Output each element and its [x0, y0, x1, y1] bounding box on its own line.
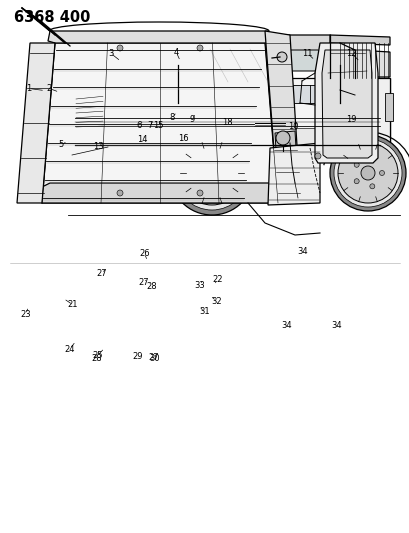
Polygon shape	[354, 78, 389, 145]
Text: 15: 15	[152, 122, 163, 130]
Circle shape	[204, 165, 220, 181]
Text: 34: 34	[330, 321, 341, 329]
Polygon shape	[75, 78, 105, 163]
Bar	[88, 156, 110, 166]
Circle shape	[170, 131, 254, 215]
Text: 14: 14	[137, 135, 148, 144]
Circle shape	[353, 179, 358, 184]
Text: 10: 10	[288, 123, 298, 131]
Polygon shape	[178, 85, 329, 103]
Circle shape	[196, 190, 202, 196]
Polygon shape	[76, 95, 103, 143]
Circle shape	[196, 180, 202, 185]
Circle shape	[379, 171, 384, 175]
Circle shape	[225, 170, 230, 176]
Circle shape	[337, 143, 397, 203]
Bar	[77, 131, 95, 145]
Polygon shape	[314, 43, 377, 163]
Circle shape	[213, 185, 219, 191]
Polygon shape	[178, 50, 339, 83]
Text: 29: 29	[132, 352, 142, 360]
Text: 12: 12	[346, 49, 356, 58]
Circle shape	[314, 153, 320, 159]
Polygon shape	[339, 78, 389, 145]
Text: 19: 19	[346, 116, 356, 124]
Text: 28: 28	[91, 354, 101, 363]
Polygon shape	[75, 128, 379, 145]
Text: 28: 28	[146, 282, 157, 290]
Circle shape	[117, 190, 123, 196]
Text: 26: 26	[139, 249, 149, 257]
Text: 9: 9	[189, 116, 194, 124]
Polygon shape	[274, 131, 295, 150]
Circle shape	[353, 162, 358, 167]
Circle shape	[135, 93, 145, 103]
Circle shape	[360, 166, 374, 180]
Polygon shape	[168, 35, 354, 78]
Polygon shape	[48, 31, 274, 43]
FancyBboxPatch shape	[348, 92, 364, 101]
Circle shape	[196, 160, 202, 167]
Circle shape	[333, 139, 401, 207]
Circle shape	[213, 155, 219, 161]
Text: 18: 18	[222, 118, 232, 127]
Polygon shape	[379, 148, 394, 158]
Polygon shape	[321, 50, 371, 158]
Text: 27: 27	[148, 353, 159, 361]
Polygon shape	[17, 43, 55, 203]
Text: 6: 6	[136, 122, 142, 130]
Text: 27: 27	[96, 269, 107, 278]
Circle shape	[196, 45, 202, 51]
Polygon shape	[105, 78, 168, 148]
Polygon shape	[354, 50, 389, 77]
Text: 27: 27	[138, 278, 148, 287]
Circle shape	[329, 135, 405, 211]
Circle shape	[175, 136, 248, 210]
Circle shape	[369, 184, 374, 189]
Text: 2: 2	[47, 84, 52, 93]
Circle shape	[180, 141, 243, 205]
Polygon shape	[168, 78, 339, 145]
Text: 16: 16	[178, 134, 188, 143]
Polygon shape	[329, 35, 389, 45]
Text: 7: 7	[146, 122, 152, 130]
Text: 4: 4	[173, 48, 178, 56]
Text: 5: 5	[58, 141, 63, 149]
Text: 1: 1	[26, 84, 31, 93]
Polygon shape	[264, 31, 299, 203]
Text: 21: 21	[67, 301, 78, 309]
Text: 23: 23	[20, 310, 31, 319]
Text: 13: 13	[93, 142, 103, 150]
Text: 6368 400: 6368 400	[14, 10, 90, 25]
Circle shape	[117, 45, 123, 51]
Text: 24: 24	[64, 345, 75, 353]
Polygon shape	[30, 183, 299, 203]
Text: 34: 34	[281, 321, 292, 329]
Circle shape	[369, 157, 374, 162]
Text: 30: 30	[149, 354, 160, 362]
Text: 34: 34	[297, 247, 307, 256]
Text: 33: 33	[194, 281, 205, 289]
Polygon shape	[105, 51, 168, 78]
Circle shape	[275, 131, 289, 145]
Text: 31: 31	[198, 308, 209, 316]
Text: 3: 3	[108, 49, 113, 58]
Text: 8: 8	[169, 113, 175, 122]
Bar	[384, 93, 392, 121]
Text: 32: 32	[211, 297, 221, 305]
Polygon shape	[42, 43, 277, 203]
Polygon shape	[267, 143, 319, 205]
Text: 22: 22	[211, 276, 222, 284]
Circle shape	[276, 52, 286, 62]
Text: 25: 25	[92, 351, 103, 360]
Polygon shape	[72, 151, 108, 167]
Text: 11: 11	[301, 49, 312, 58]
